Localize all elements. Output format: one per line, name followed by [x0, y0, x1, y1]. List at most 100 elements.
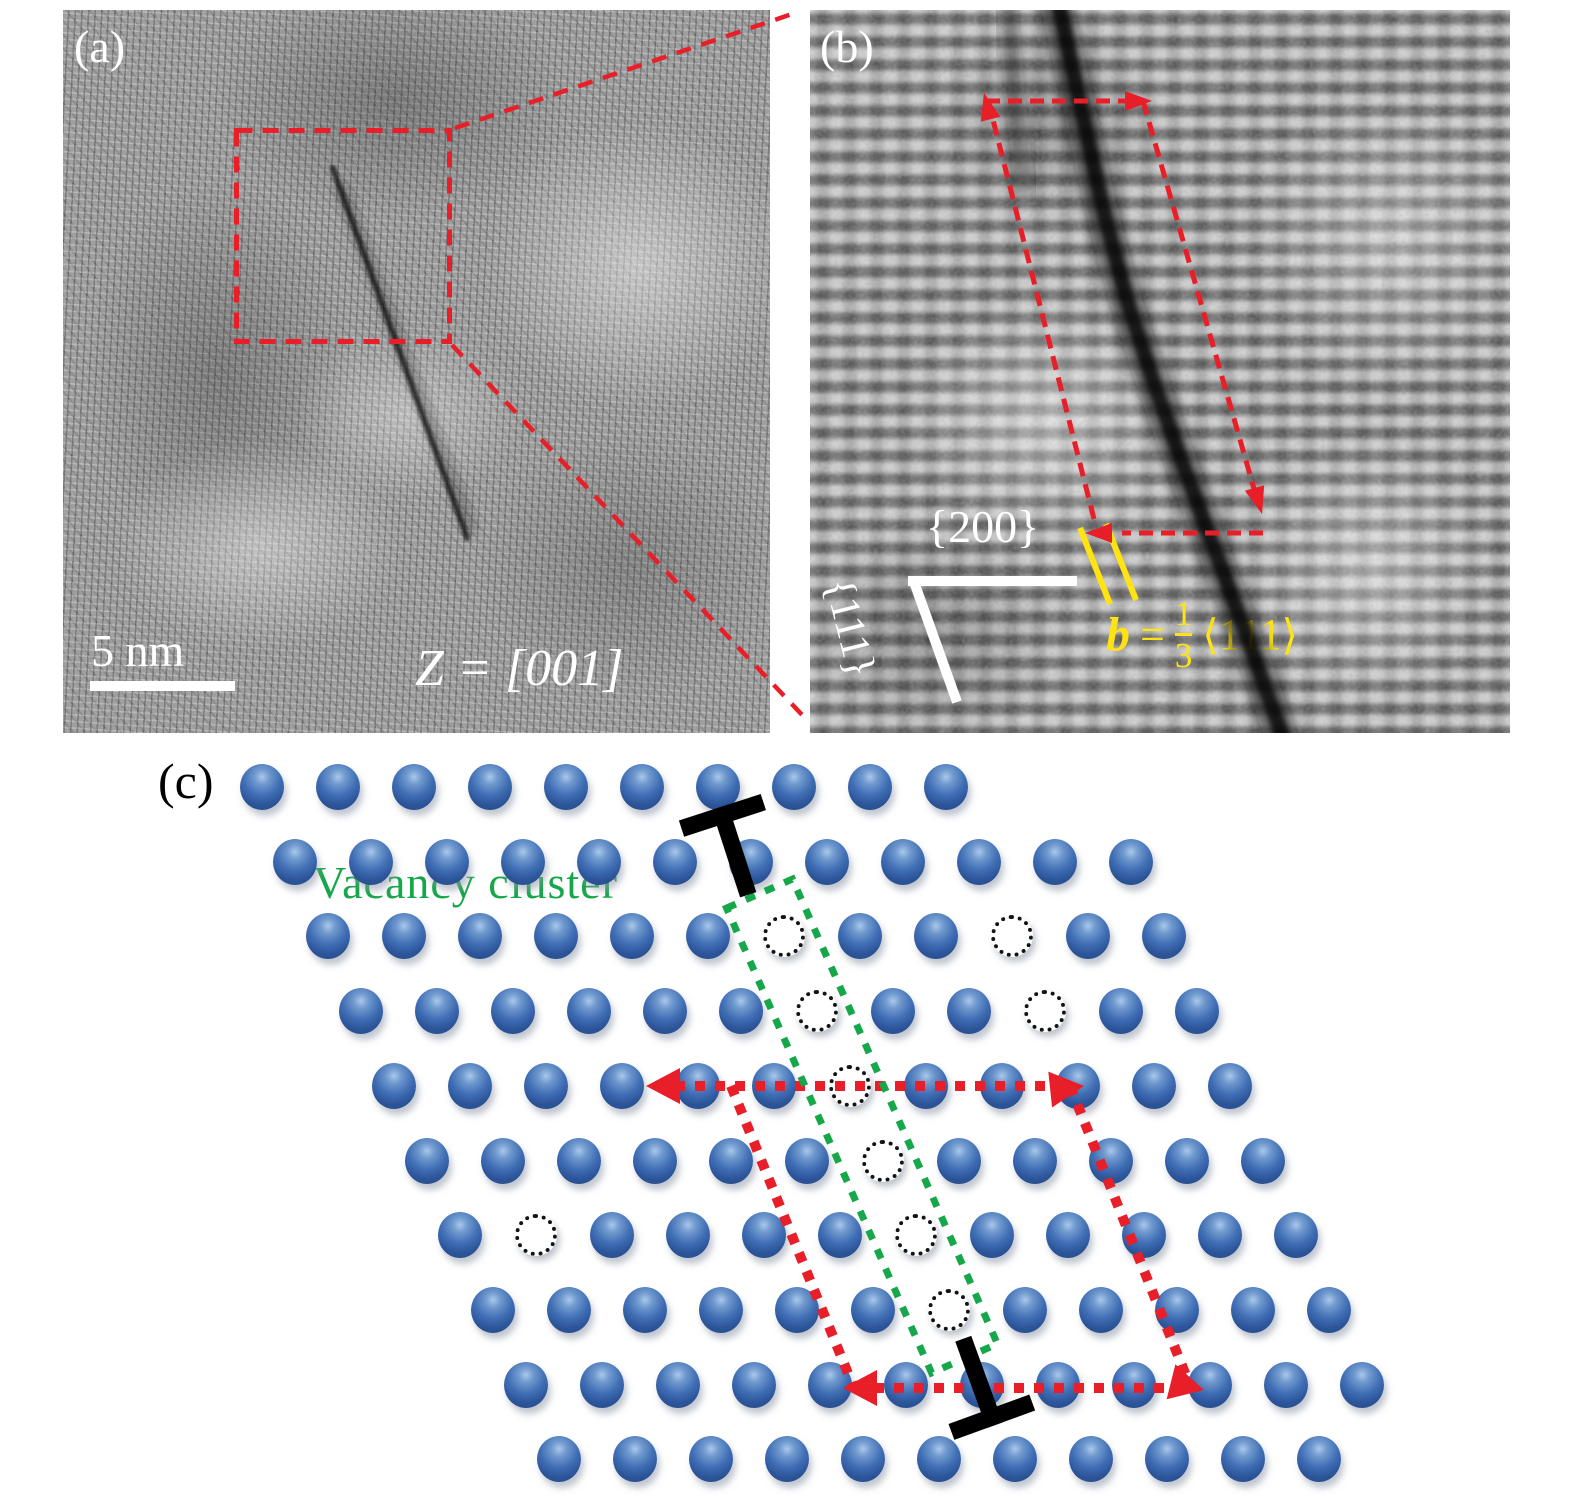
equals-sign: =: [1140, 610, 1165, 660]
atom: [818, 1212, 862, 1259]
vacancy-site: [796, 990, 838, 1033]
atom: [752, 1062, 796, 1109]
zone-axis-label: Z = [001]: [415, 640, 624, 697]
atom: [382, 913, 426, 960]
atom: [425, 838, 469, 885]
atom: [676, 1062, 720, 1109]
atom: [1165, 1137, 1209, 1184]
atom: [917, 1436, 961, 1483]
atom: [468, 764, 512, 810]
atom: [544, 764, 588, 810]
atom: [372, 1062, 416, 1109]
atom: [808, 1361, 852, 1408]
fraction-numerator: 1: [1174, 594, 1193, 633]
panel-b-hrtem-zoom: (b) {200} {111} b = 1 3 ⟨111⟩: [810, 10, 1510, 733]
atom: [937, 1137, 981, 1184]
atom: [1307, 1286, 1351, 1333]
atom: [306, 913, 350, 960]
atom: [742, 1212, 786, 1259]
atom: [1112, 1361, 1156, 1408]
atom: [696, 764, 740, 810]
atom: [709, 1137, 753, 1184]
atom: [1208, 1062, 1252, 1109]
atom: [1089, 1137, 1133, 1184]
vacancy-site: [862, 1139, 904, 1182]
atom: [653, 838, 697, 885]
atom: [504, 1361, 548, 1408]
atom: [537, 1436, 581, 1483]
atom: [458, 913, 502, 960]
atom: [577, 838, 621, 885]
atom: [1340, 1361, 1384, 1408]
atom: [438, 1212, 482, 1259]
atom: [623, 1286, 667, 1333]
atom: [547, 1286, 591, 1333]
atom: [273, 838, 317, 885]
atom: [1056, 1062, 1100, 1109]
atom: [851, 1286, 895, 1333]
atom: [534, 913, 578, 960]
atom: [871, 988, 915, 1035]
atom: [501, 838, 545, 885]
atom: [339, 988, 383, 1035]
atom: [471, 1286, 515, 1333]
atom: [732, 1361, 776, 1408]
atom: [1099, 988, 1143, 1035]
vacancy-site: [895, 1214, 937, 1257]
panel-c-schematic: (c) Vacancy cluster: [0, 733, 1575, 1506]
atom: [1036, 1361, 1080, 1408]
atom: [1013, 1137, 1057, 1184]
atom: [600, 1062, 644, 1109]
atom: [1003, 1286, 1047, 1333]
atom: [960, 1361, 1004, 1408]
atom: [1241, 1137, 1285, 1184]
atom: [415, 988, 459, 1035]
atom: [316, 764, 360, 810]
atom: [1274, 1212, 1318, 1259]
atom: [620, 764, 664, 810]
atom: [1142, 913, 1186, 960]
atom: [666, 1212, 710, 1259]
burgers-b: b: [1106, 608, 1130, 662]
vacancy-site: [1024, 990, 1066, 1033]
atom: [805, 838, 849, 885]
atom: [772, 764, 816, 810]
atom: [481, 1137, 525, 1184]
panel-c-label: (c): [158, 753, 214, 809]
atom: [689, 1436, 733, 1483]
atom: [970, 1212, 1014, 1259]
atom: [719, 988, 763, 1035]
atom: [1033, 838, 1077, 885]
atom: [993, 1436, 1037, 1483]
atom: [765, 1436, 809, 1483]
atom: [980, 1062, 1024, 1109]
atom: [656, 1361, 700, 1408]
atom: [881, 838, 925, 885]
atom: [924, 764, 968, 810]
atom: [904, 1062, 948, 1109]
atom: [349, 838, 393, 885]
atom: [448, 1062, 492, 1109]
atom: [785, 1137, 829, 1184]
fraction-denominator: 3: [1174, 632, 1193, 675]
burgers-vector-formula: b = 1 3 ⟨111⟩: [1106, 594, 1298, 675]
panel-a-hrtem: (a) 5 nm Z = [001]: [63, 10, 770, 733]
vacancy-site: [928, 1288, 970, 1331]
atom: [524, 1062, 568, 1109]
panel-b-label: (b): [820, 21, 874, 72]
atom: [1155, 1286, 1199, 1333]
atom: [557, 1137, 601, 1184]
atom: [613, 1436, 657, 1483]
atom: [1109, 838, 1153, 885]
atom: [1079, 1286, 1123, 1333]
fraction-one-third: 1 3: [1174, 594, 1193, 675]
atom: [947, 988, 991, 1035]
atom: [1188, 1361, 1232, 1408]
atom: [1264, 1361, 1308, 1408]
atom: [775, 1286, 819, 1333]
vacancy-site: [829, 1064, 871, 1107]
atom: [1122, 1212, 1166, 1259]
atom: [392, 764, 436, 810]
atom: [405, 1137, 449, 1184]
